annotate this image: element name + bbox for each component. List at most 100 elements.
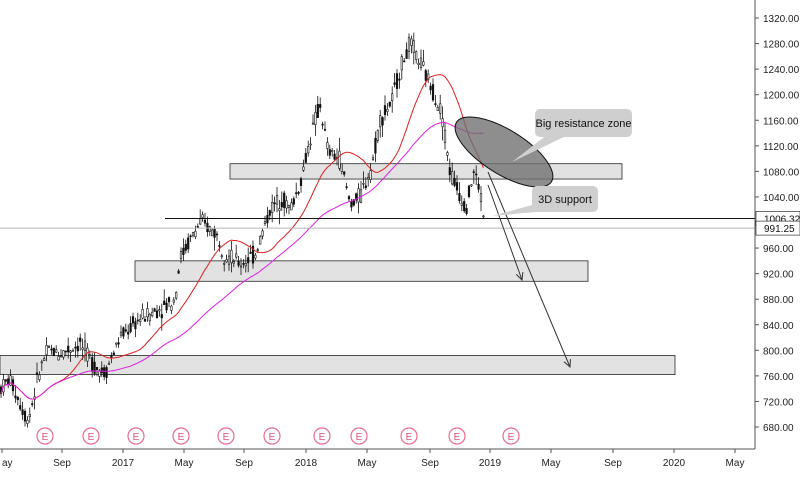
candle-body	[453, 178, 456, 186]
candle-body	[376, 130, 379, 141]
candle-body	[460, 202, 463, 206]
candle-body	[364, 185, 367, 189]
candle-body	[230, 249, 233, 264]
candle-body	[477, 184, 480, 190]
x-tick-label: May	[542, 458, 561, 469]
candle-body	[479, 193, 483, 203]
candle-body	[482, 215, 485, 218]
x-tick-label: ay	[2, 458, 13, 469]
candle-body	[206, 222, 209, 233]
earnings-marker-label: E	[42, 432, 49, 443]
candle-body	[172, 299, 175, 303]
candle-body	[371, 157, 375, 160]
candle-body	[321, 123, 324, 126]
candle-body	[424, 70, 427, 81]
candle-body	[9, 375, 12, 386]
y-tick-label: 840.00	[763, 321, 794, 332]
candles-layer	[0, 32, 485, 428]
candle-body	[309, 143, 312, 146]
candle-body	[455, 182, 459, 191]
candle-body	[105, 367, 108, 378]
y-tick-label: 1160.00	[763, 116, 799, 127]
candle-body	[417, 62, 420, 66]
candle-body	[215, 233, 219, 236]
candle-body	[189, 235, 192, 238]
candle-body	[127, 331, 130, 335]
earnings-marker-label: E	[356, 432, 363, 443]
candle-body	[179, 251, 183, 259]
moving-averages-layer	[0, 74, 484, 400]
candle-body	[71, 349, 75, 352]
candle-body	[95, 366, 99, 370]
candle-body	[199, 218, 202, 225]
candle-body	[415, 51, 418, 60]
candle-body	[35, 372, 39, 375]
candle-body	[405, 49, 408, 59]
candle-body	[220, 255, 223, 258]
candle-body	[386, 108, 389, 112]
candle-body	[472, 171, 475, 173]
candle-body	[429, 85, 432, 91]
candle-body	[165, 302, 168, 311]
x-tick-label: 2017	[112, 458, 135, 469]
candle-body	[407, 37, 411, 52]
candle-body	[223, 263, 226, 265]
candle-body	[393, 82, 396, 85]
x-tick-label: May	[175, 458, 194, 469]
y-tick-label: 680.00	[763, 423, 794, 434]
y-tick-label: 1240.00	[763, 65, 800, 76]
candle-body	[239, 265, 243, 268]
callout-support-text: 3D support	[538, 194, 592, 206]
candle-body	[251, 245, 255, 264]
forecast-arrow-long	[487, 171, 571, 368]
candle-body	[117, 342, 120, 345]
earnings-marker	[263, 427, 281, 445]
x-tick-label: Sep	[53, 458, 71, 469]
upper-resistance-zone	[229, 163, 623, 180]
candle-body	[93, 361, 96, 374]
ma-fast-line	[0, 74, 484, 400]
earnings-marker	[313, 427, 331, 445]
candle-body	[151, 311, 154, 317]
candle-body	[439, 103, 442, 114]
candle-body	[381, 117, 384, 126]
candle-body	[28, 413, 31, 418]
candle-body	[343, 171, 346, 175]
candle-body	[271, 202, 274, 214]
candle-body	[256, 249, 259, 251]
candle-body	[208, 226, 211, 232]
candle-body	[194, 230, 197, 238]
candle-body	[16, 396, 19, 401]
candle-body	[314, 112, 317, 125]
candle-body	[446, 152, 449, 156]
candle-body	[47, 346, 51, 348]
x-tick-label: Sep	[235, 458, 253, 469]
candle-body	[237, 260, 240, 266]
candle-body	[443, 129, 447, 143]
price-label-reference-box	[755, 220, 800, 236]
earnings-marker-label: E	[269, 432, 276, 443]
candle-body	[91, 357, 94, 372]
candle-body	[398, 78, 401, 81]
candle-body	[340, 163, 343, 172]
candle-body	[23, 411, 27, 422]
candle-body	[328, 149, 331, 156]
candle-body	[160, 314, 163, 319]
x-tick-label: 2020	[663, 458, 686, 469]
candle-body	[131, 316, 135, 324]
candle-body	[163, 300, 166, 305]
earnings-marker	[502, 427, 520, 445]
candle-body	[143, 318, 147, 322]
price-label-current: 1006.32	[764, 214, 800, 225]
y-tick-label: 720.00	[763, 397, 794, 408]
candle-body	[158, 309, 161, 312]
candle-body	[333, 153, 336, 160]
earnings-marker-label: E	[319, 432, 326, 443]
y-tick-label: 1320.00	[763, 14, 800, 25]
candle-body	[369, 170, 372, 180]
forecast-arrow-short	[487, 184, 523, 281]
y-tick-label: 800.00	[763, 346, 794, 357]
y-tick-label: 920.00	[763, 270, 794, 281]
y-tick-label: 1080.00	[763, 167, 800, 178]
